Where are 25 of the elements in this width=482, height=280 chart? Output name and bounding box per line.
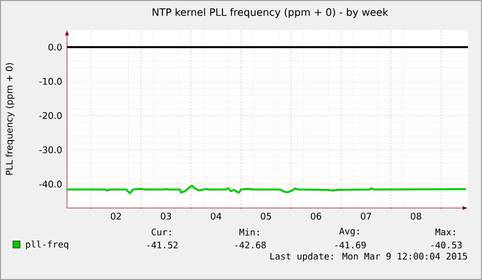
x-tick-label: 03 bbox=[160, 212, 172, 220]
x-tick-label: 05 bbox=[260, 212, 271, 220]
text: Avg: bbox=[339, 228, 359, 236]
text: -41.69 bbox=[335, 242, 366, 248]
y-axis-title: PLL frequency (ppm + 0) bbox=[6, 63, 14, 175]
y-tick-label: -20.0 bbox=[39, 112, 62, 120]
legend-label: pll-freq bbox=[26, 240, 68, 250]
text: -41.52 bbox=[147, 242, 178, 248]
y-tick-label: -10.0 bbox=[39, 78, 62, 85]
x-tick-label: 02 bbox=[110, 212, 121, 220]
x-tick-label: 04 bbox=[210, 212, 222, 220]
y-tick-label: -40.0 bbox=[39, 180, 62, 188]
chart-title: NTP kernel PLL frequency (ppm + 0) - by week bbox=[152, 8, 388, 18]
x-tick-label: 07 bbox=[360, 212, 371, 220]
text: Min: bbox=[239, 228, 259, 236]
text: Last update: Mon Mar 9 12:00:04 2015 bbox=[270, 252, 468, 262]
y-tick-label: 0.0 bbox=[48, 44, 62, 51]
text: -42.68 bbox=[235, 242, 266, 248]
x-tick-label: 06 bbox=[310, 212, 322, 220]
line-series bbox=[66, 184, 467, 194]
text: Max: bbox=[435, 228, 455, 236]
x-tick-label: 08 bbox=[410, 212, 422, 220]
text: -40.53 bbox=[431, 242, 462, 248]
y-tick-label: -30.0 bbox=[39, 146, 62, 154]
text: Cur: bbox=[152, 228, 171, 236]
